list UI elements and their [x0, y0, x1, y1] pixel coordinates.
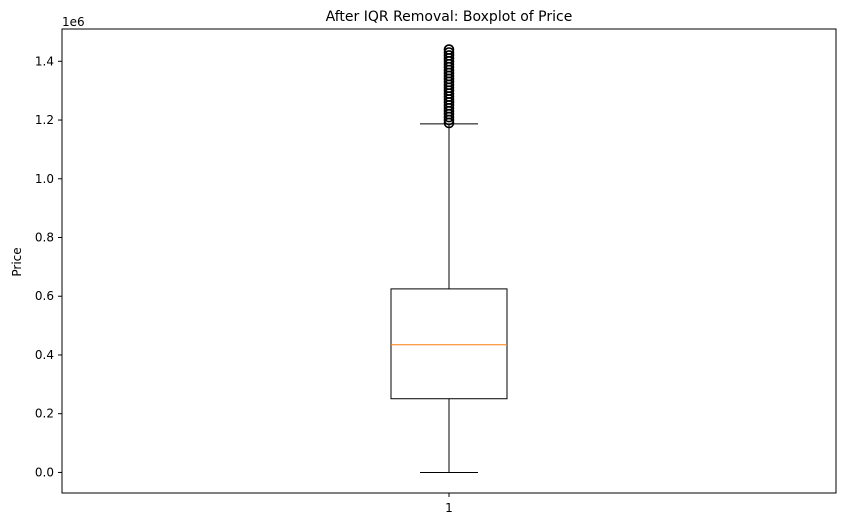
outlier-point [443, 44, 455, 55]
y-tick-label: 1.2 [35, 113, 54, 127]
y-tick-label: 0.2 [35, 407, 54, 421]
y-tick-label: 1.4 [35, 54, 54, 68]
iqr-box [390, 288, 508, 400]
outlier-point [443, 47, 455, 58]
y-tick-label: 0.8 [35, 231, 54, 245]
y-axis-label: Price [10, 247, 24, 276]
x-tick-label: 1 [445, 501, 453, 515]
chart-title: After IQR Removal: Boxplot of Price [326, 9, 573, 25]
y-offset-label: 1e6 [62, 15, 85, 29]
y-tick-label: 1.0 [35, 172, 54, 186]
y-tick-label: 0.0 [35, 465, 54, 479]
plot-area: 0.0 0.2 0.4 0.6 0.8 1.0 1.2 1.4 1 [35, 28, 837, 515]
y-tick-label: 0.6 [35, 289, 54, 303]
y-tick-label: 0.4 [35, 348, 54, 362]
outlier-point [443, 50, 455, 61]
